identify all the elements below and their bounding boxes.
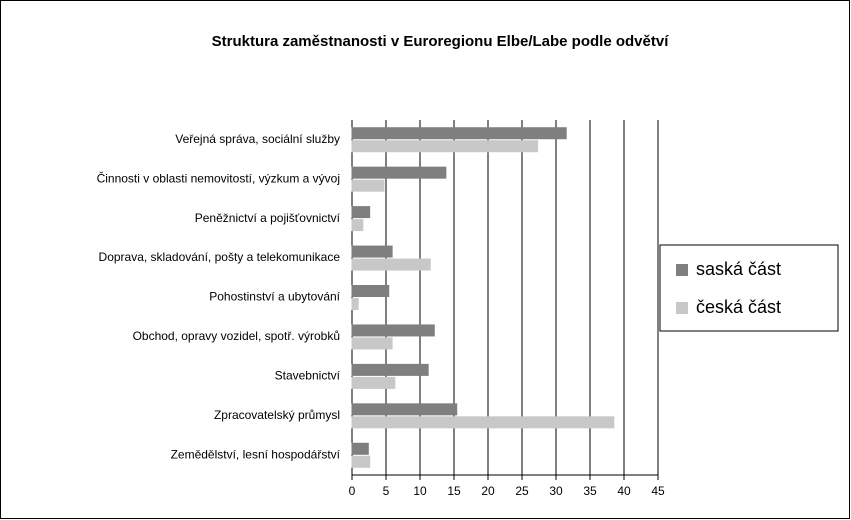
y-tick-label: Zpracovatelský průmysl bbox=[214, 408, 340, 422]
bar bbox=[351, 324, 435, 337]
legend-swatch bbox=[676, 264, 688, 276]
x-tick-label: 0 bbox=[349, 484, 356, 498]
bar bbox=[351, 206, 371, 219]
y-tick-label: Zemědělství, lesní hospodářství bbox=[171, 447, 341, 461]
legend-label: česká část bbox=[696, 297, 781, 317]
bar bbox=[351, 127, 567, 140]
x-tick-label: 45 bbox=[651, 484, 665, 498]
y-tick-label: Peněžnictví a pojišťovnictví bbox=[195, 211, 341, 225]
bar bbox=[351, 298, 359, 310]
bar bbox=[351, 179, 385, 192]
bar bbox=[351, 337, 393, 350]
x-tick-label: 40 bbox=[617, 484, 631, 498]
x-tick-label: 30 bbox=[549, 484, 563, 498]
y-tick-label: Činnosti v oblasti nemovitostí, výzkum a… bbox=[97, 170, 340, 185]
x-tick-label: 20 bbox=[481, 484, 495, 498]
y-tick-label: Pohostinství a ubytování bbox=[209, 290, 340, 304]
x-tick-label: 15 bbox=[447, 484, 461, 498]
legend-swatch bbox=[676, 302, 688, 314]
x-tick-label: 5 bbox=[383, 484, 390, 498]
bar bbox=[351, 219, 364, 232]
x-tick-label: 35 bbox=[583, 484, 597, 498]
x-tick-label: 10 bbox=[413, 484, 427, 498]
legend-label: saská část bbox=[696, 259, 781, 279]
bar bbox=[351, 363, 429, 376]
bar bbox=[351, 245, 393, 258]
bar bbox=[351, 442, 369, 455]
bar bbox=[351, 455, 371, 468]
bar bbox=[351, 376, 396, 389]
bar bbox=[351, 140, 539, 153]
y-tick-label: Veřejná správa, sociální služby bbox=[175, 132, 340, 146]
bar bbox=[351, 416, 615, 429]
y-tick-label: Doprava, skladování, pošty a telekomunik… bbox=[99, 250, 341, 264]
x-tick-label: 25 bbox=[515, 484, 529, 498]
legend-box bbox=[659, 244, 839, 332]
bar bbox=[351, 258, 431, 271]
y-tick-label: Obchod, opravy vozidel, spotř. výrobků bbox=[133, 329, 340, 343]
bar bbox=[351, 285, 390, 297]
bar bbox=[351, 166, 447, 179]
chart-title: Struktura zaměstnanosti v Euroregionu El… bbox=[212, 33, 670, 50]
bar bbox=[351, 403, 458, 416]
y-tick-label: Stavebnictví bbox=[275, 369, 341, 383]
